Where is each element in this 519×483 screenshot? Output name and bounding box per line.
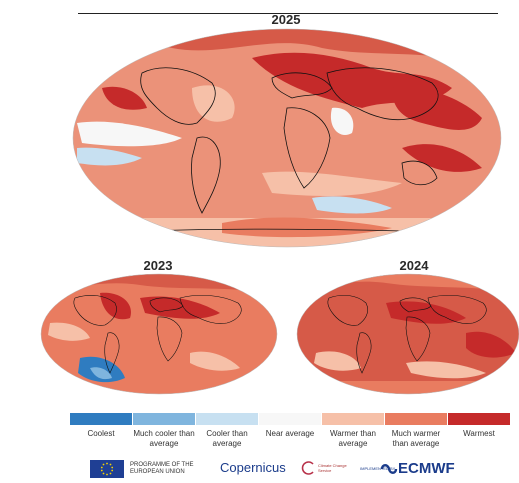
ecmwf-logo-icon bbox=[380, 462, 398, 474]
legend-label-near: Near average bbox=[265, 429, 315, 438]
map-2024 bbox=[296, 273, 519, 395]
map-2024-svg bbox=[296, 273, 519, 395]
c3s-text: Climate Change Service bbox=[318, 463, 347, 473]
legend-swatch-near bbox=[259, 413, 321, 425]
legend-swatch-much-cooler bbox=[133, 413, 195, 425]
legend-label-warmer: Warmer than average bbox=[330, 429, 376, 448]
map-2025-svg bbox=[72, 28, 502, 248]
logo-bar: PROGRAMME OF THE EUROPEAN UNION Copernic… bbox=[90, 458, 510, 478]
legend-swatch-coolest bbox=[70, 413, 132, 425]
eu-programme-text: PROGRAMME OF THE EUROPEAN UNION bbox=[130, 462, 194, 475]
legend-label-cooler: Cooler than average bbox=[206, 429, 248, 448]
map-title-2025: 2025 bbox=[271, 12, 301, 27]
map-2025 bbox=[72, 28, 502, 248]
legend-label-warmest: Warmest bbox=[463, 429, 495, 438]
top-rule bbox=[78, 13, 498, 14]
map-2023 bbox=[40, 273, 278, 395]
implemented-by-text: IMPLEMENTED BY bbox=[360, 466, 396, 471]
ecmwf-logo-text: ECMWF bbox=[398, 460, 455, 477]
legend-swatch-warmest bbox=[448, 413, 510, 425]
legend: Coolest Much cooler than average Cooler … bbox=[70, 413, 510, 453]
c3s-logo-icon bbox=[300, 460, 316, 476]
legend-swatch-cooler bbox=[196, 413, 258, 425]
copernicus-logo: Copernicus bbox=[220, 460, 286, 475]
legend-swatch-much-warmer bbox=[385, 413, 447, 425]
map-title-2024: 2024 bbox=[399, 258, 429, 273]
legend-label-much-warmer: Much warmer than average bbox=[391, 429, 441, 448]
eu-flag-icon bbox=[90, 460, 124, 478]
legend-swatch-warmer bbox=[322, 413, 384, 425]
legend-label-much-cooler: Much cooler than average bbox=[133, 429, 195, 448]
legend-label-coolest: Coolest bbox=[87, 429, 115, 438]
map-title-2023: 2023 bbox=[143, 258, 173, 273]
map-2023-svg bbox=[40, 273, 278, 395]
